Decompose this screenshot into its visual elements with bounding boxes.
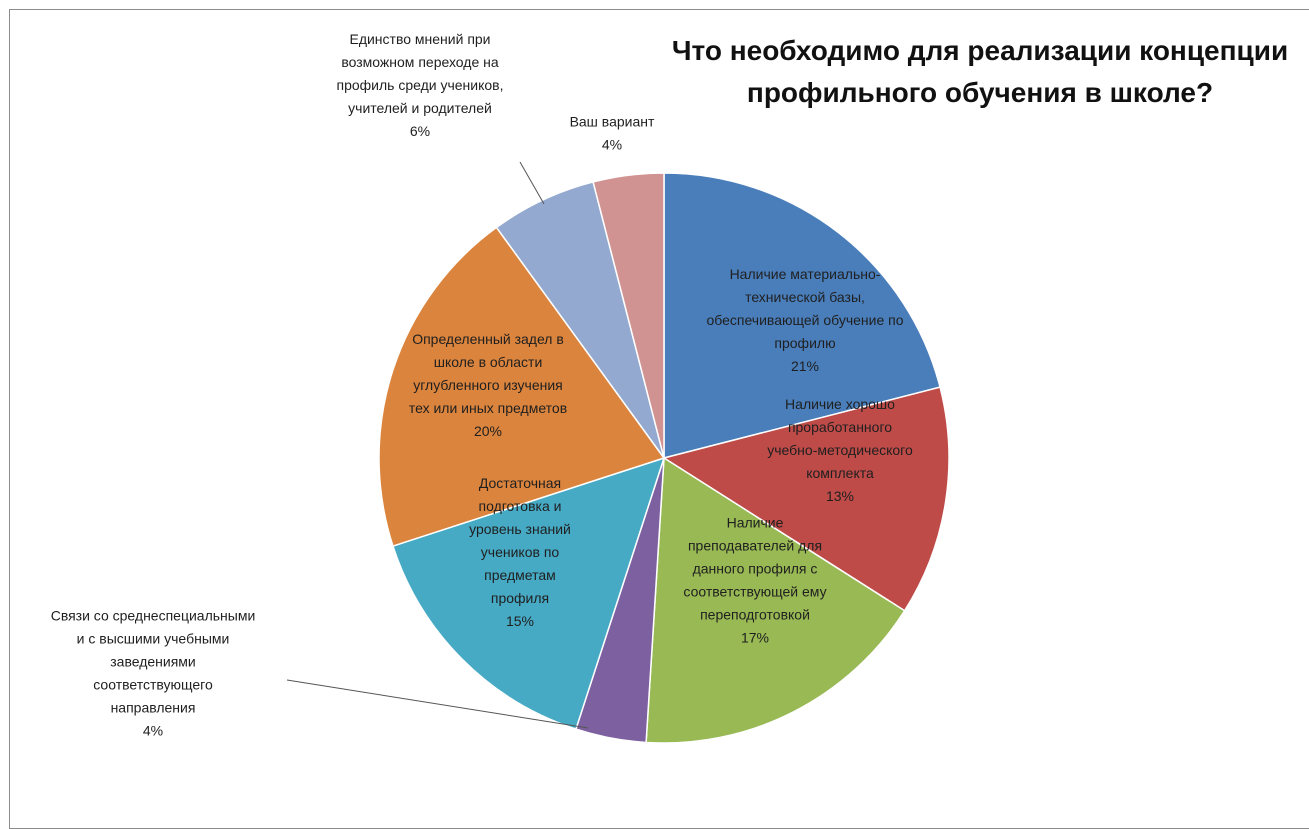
slice-label-2: Наличие хорошо проработанного учебно-метод… bbox=[767, 396, 913, 504]
pie-chart: Наличие материально-технической базы, обе… bbox=[51, 31, 950, 744]
pie-slice-1 bbox=[663, 172, 941, 459]
pie-labels: Наличие материально-технической базы, обе… bbox=[51, 31, 913, 739]
slice-label-1: Наличие материально-технической базы, обе… bbox=[706, 266, 903, 374]
slice-label-4: Связи со среднеспециальными и с высшими у… bbox=[51, 608, 256, 739]
leader-line-4 bbox=[286, 679, 589, 729]
slice-label-8: Ваш вариант 4% bbox=[570, 114, 655, 153]
slice-label-6: Определенный задел в школе в области углуб… bbox=[409, 331, 567, 439]
slice-label-5: Достаточная подготовка и уровень знаний уче… bbox=[469, 475, 571, 629]
pie-slice-3 bbox=[645, 456, 906, 744]
pie-slice-5 bbox=[392, 456, 666, 730]
pie-slice-2 bbox=[662, 386, 950, 612]
pie-slices bbox=[378, 172, 950, 744]
pie-slice-8 bbox=[592, 172, 665, 459]
slice-label-7: Единство мнений при возможном переходе на… bbox=[336, 31, 503, 139]
pie-slice-6 bbox=[378, 226, 666, 548]
leader-line-7 bbox=[519, 161, 545, 205]
chart-title: Что необходимо для реализации концепции … bbox=[671, 35, 1289, 108]
slice-label-3: Наличие преподавателей для данного профиля… bbox=[683, 515, 826, 646]
